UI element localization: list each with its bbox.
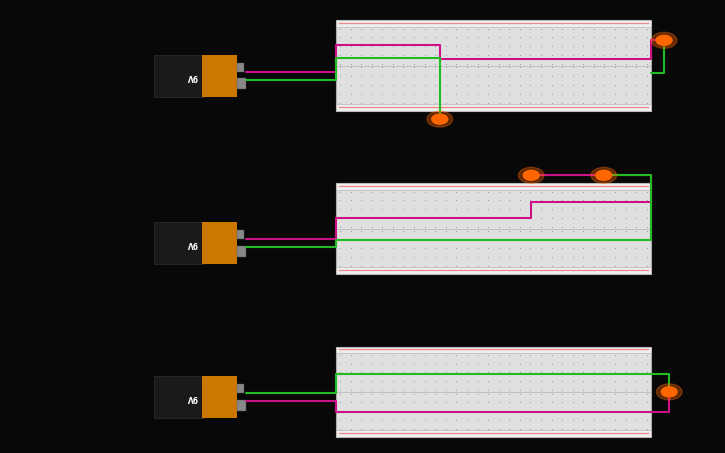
Circle shape — [518, 167, 544, 183]
Text: 9V: 9V — [186, 239, 198, 248]
Bar — [336, 347, 651, 353]
Circle shape — [656, 35, 672, 45]
Bar — [202, 376, 238, 418]
Bar — [336, 430, 651, 437]
Bar — [336, 267, 651, 274]
Bar — [154, 55, 204, 97]
Bar — [154, 222, 204, 264]
Bar — [237, 384, 244, 393]
Circle shape — [596, 170, 612, 180]
Bar — [237, 78, 247, 89]
Circle shape — [523, 170, 539, 180]
Text: 9V: 9V — [186, 393, 198, 402]
Circle shape — [432, 114, 448, 124]
Circle shape — [656, 384, 682, 400]
Text: 9V: 9V — [186, 72, 198, 81]
Bar — [237, 230, 244, 239]
Bar — [202, 55, 238, 97]
Bar — [202, 222, 238, 264]
Bar — [336, 20, 651, 27]
Circle shape — [591, 167, 616, 183]
Bar — [336, 183, 651, 190]
Bar — [336, 104, 651, 111]
Bar — [237, 63, 244, 72]
Bar — [237, 246, 247, 256]
Bar — [336, 347, 651, 437]
Bar — [154, 376, 204, 418]
Circle shape — [427, 111, 452, 127]
Circle shape — [661, 387, 677, 397]
Bar — [336, 183, 651, 274]
Bar — [237, 400, 247, 410]
Circle shape — [651, 32, 677, 48]
Bar — [336, 20, 651, 111]
